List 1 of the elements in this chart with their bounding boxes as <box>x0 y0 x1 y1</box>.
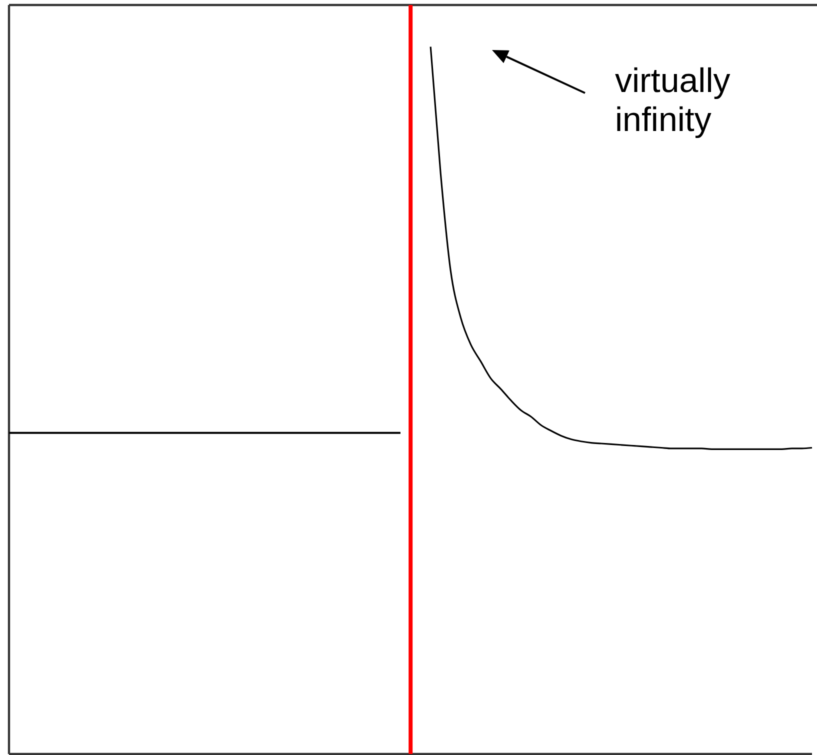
annotation: virtually infinity <box>615 62 730 139</box>
